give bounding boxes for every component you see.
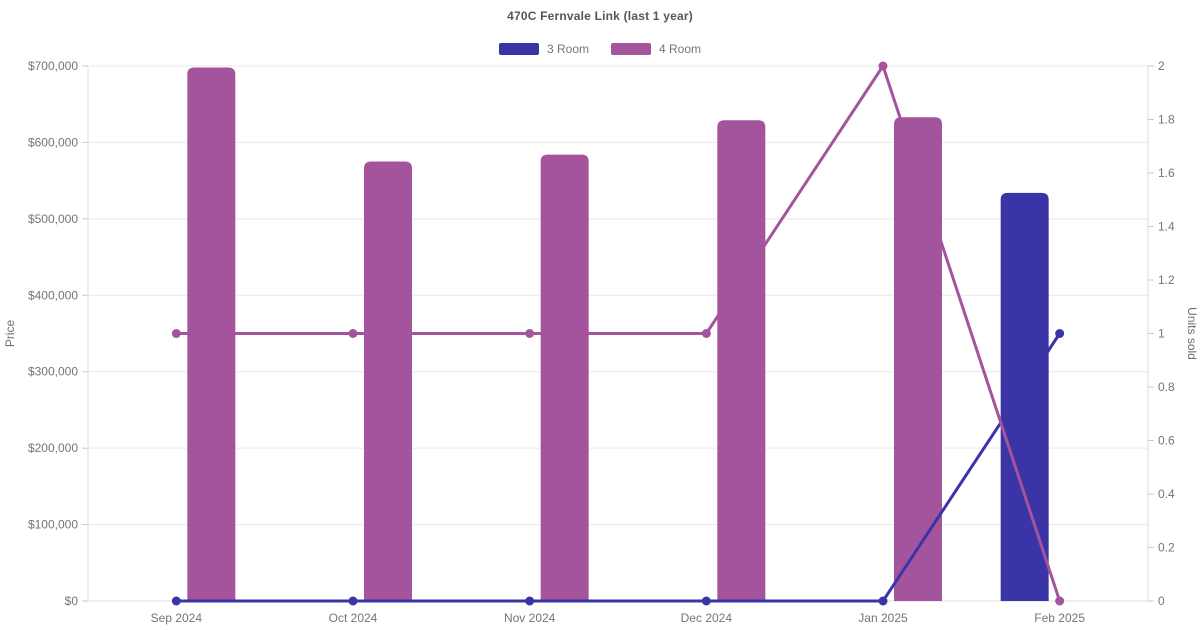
units-point-4-room-jan-2025[interactable] [878, 61, 888, 71]
units-point-4-room-sep-2024[interactable] [171, 329, 181, 338]
legend-label-4-room: 4 Room [659, 42, 702, 56]
left-axis-tick-label: $200,000 [28, 441, 78, 455]
right-axis-tick-label: 0 [1158, 594, 1165, 608]
right-axis-title: Units sold [1185, 307, 1199, 360]
right-axis-tick-label: 1.8 [1158, 113, 1175, 127]
x-axis-label: Feb 2025 [1034, 611, 1085, 625]
right-axis-tick-label: 0.2 [1158, 541, 1175, 555]
price-bar-4-room-dec-2024[interactable] [717, 120, 766, 601]
legend-item-3-room[interactable]: 3 Room [498, 42, 589, 56]
units-line-3-room[interactable] [174, 332, 1062, 603]
left-axis-tick-label: $700,000 [28, 59, 78, 73]
units-point-3-room-feb-2025[interactable] [1055, 329, 1065, 338]
units-point-4-room-feb-2025[interactable] [1055, 596, 1065, 606]
units-point-3-room-oct-2024[interactable] [348, 596, 358, 606]
left-axis-tick-label: $600,000 [28, 135, 78, 149]
legend-swatch-3-room [498, 43, 539, 55]
units-line-4-room[interactable] [174, 64, 1062, 603]
units-point-3-room-jan-2025[interactable] [878, 596, 888, 606]
left-axis-tick-label: $500,000 [28, 212, 78, 226]
left-axis-tick-label: $0 [65, 594, 79, 608]
units-point-3-room-sep-2024[interactable] [171, 596, 181, 606]
x-axis-label: Oct 2024 [329, 611, 378, 625]
legend-label-3-room: 3 Room [546, 42, 589, 56]
x-axis-label: Jan 2025 [858, 611, 908, 625]
legend-item-4-room[interactable]: 4 Room [611, 42, 701, 56]
price-bar-4-room-nov-2024[interactable] [540, 154, 589, 601]
left-axis-tick-label: $100,000 [28, 518, 78, 532]
left-axis-title: Price [3, 320, 17, 348]
units-point-4-room-dec-2024[interactable] [701, 329, 711, 338]
legend: 3 Room 4 Room [0, 42, 1200, 56]
right-axis-tick-label: 1.2 [1158, 273, 1175, 287]
units-point-4-room-oct-2024[interactable] [348, 329, 358, 338]
right-axis-tick-label: 0.8 [1158, 380, 1175, 394]
price-bar-4-room-jan-2025[interactable] [894, 117, 942, 601]
x-axis-label: Dec 2024 [681, 611, 733, 625]
x-axis-label: Nov 2024 [504, 611, 556, 625]
chart-title: 470C Fernvale Link (last 1 year) [507, 9, 693, 23]
right-axis-tick-label: 1.4 [1158, 220, 1175, 234]
right-axis-tick-label: 0.6 [1158, 434, 1175, 448]
units-point-4-room-nov-2024[interactable] [525, 329, 535, 338]
right-axis-tick-label: 1 [1158, 327, 1165, 341]
right-axis-tick-label: 2 [1158, 59, 1165, 73]
left-axis-tick-label: $300,000 [28, 365, 78, 379]
price-bar-4-room-oct-2024[interactable] [364, 161, 412, 602]
units-point-3-room-nov-2024[interactable] [525, 596, 535, 606]
right-axis-tick-label: 0.4 [1158, 487, 1175, 501]
left-axis-tick-label: $400,000 [28, 288, 78, 302]
x-axis-label: Sep 2024 [151, 611, 203, 625]
legend-swatch-4-room [611, 43, 651, 55]
right-axis-tick-label: 1.6 [1158, 166, 1175, 180]
price-bar-3-room-feb-2025[interactable] [1000, 192, 1049, 601]
units-point-3-room-dec-2024[interactable] [701, 596, 711, 606]
